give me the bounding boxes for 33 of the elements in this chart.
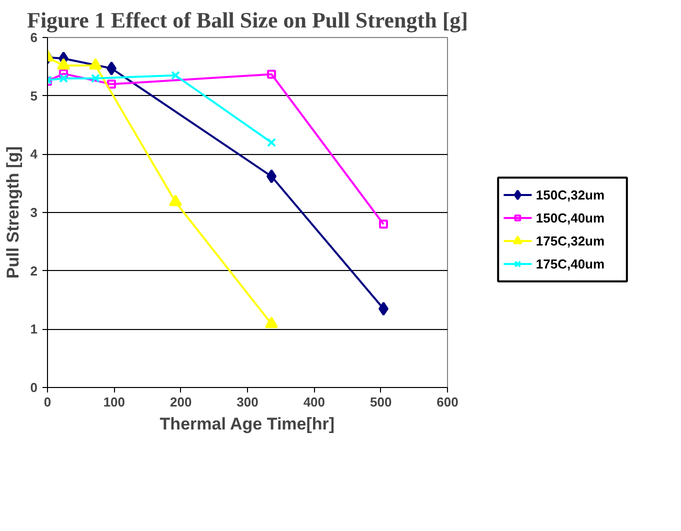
- point: [107, 80, 116, 89]
- legend-label: 150C,40um: [536, 210, 605, 226]
- legend-label: 150C,32um: [536, 187, 605, 202]
- x-tick-label: 600: [436, 394, 458, 410]
- point: [379, 220, 388, 229]
- y-tick-label: 2: [30, 263, 38, 278]
- x-tick-label: 100: [103, 394, 126, 410]
- point: [59, 69, 68, 78]
- y-tick-label: 5: [30, 88, 38, 104]
- y-tick-label: 6: [30, 30, 38, 45]
- y-tick-label: 4: [30, 146, 38, 162]
- point: [169, 194, 182, 206]
- x-tick-label: 300: [236, 394, 258, 410]
- legend-label: 175C,32um: [536, 234, 605, 249]
- point: [265, 316, 278, 328]
- x-tick-label: 500: [370, 394, 392, 410]
- y-tick-label: 0: [30, 380, 38, 395]
- point: [266, 138, 276, 148]
- y-axis-title: Pull Strength [g]: [3, 146, 22, 279]
- x-tick-label: 200: [170, 394, 192, 410]
- point: [58, 74, 68, 83]
- x-tick-label: 0: [44, 394, 52, 410]
- point: [90, 74, 100, 83]
- point: [57, 58, 70, 70]
- point: [170, 70, 180, 80]
- x-tick-label: 400: [303, 394, 326, 410]
- legend-label: 175C,40um: [536, 256, 605, 272]
- y-tick-label: 1: [30, 322, 38, 337]
- point: [89, 58, 102, 70]
- point: [267, 70, 276, 79]
- x-axis-title: Thermal Age Time[hr]: [160, 414, 335, 434]
- y-tick-label: 3: [30, 205, 38, 220]
- chart-title: Figure 1 Effect of Ball Size on Pull Strength [g]: [27, 8, 468, 32]
